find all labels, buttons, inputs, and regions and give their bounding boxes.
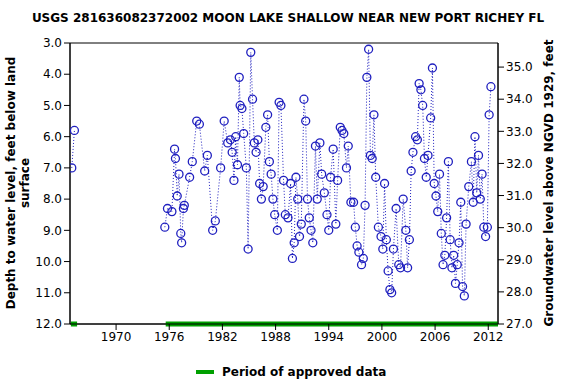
svg-text:1988: 1988 xyxy=(260,330,291,344)
svg-text:8.0: 8.0 xyxy=(43,192,62,206)
svg-text:2012: 2012 xyxy=(473,330,504,344)
svg-text:34.0: 34.0 xyxy=(506,92,533,106)
svg-text:28.0: 28.0 xyxy=(506,285,533,299)
svg-text:1976: 1976 xyxy=(154,330,185,344)
svg-text:27.0: 27.0 xyxy=(506,317,533,331)
svg-text:33.0: 33.0 xyxy=(506,125,533,139)
svg-text:32.0: 32.0 xyxy=(506,157,533,171)
svg-text:3.0: 3.0 xyxy=(43,36,62,50)
svg-text:10.0: 10.0 xyxy=(35,255,62,269)
svg-text:6.0: 6.0 xyxy=(43,130,62,144)
svg-text:Depth to water level, feet bel: Depth to water level, feet below land xyxy=(8,57,18,310)
svg-text:5.0: 5.0 xyxy=(43,99,62,113)
svg-text:Groundwater level above NGVD 1: Groundwater level above NGVD 1929, feet xyxy=(542,39,556,326)
svg-text:1970: 1970 xyxy=(101,330,132,344)
svg-text:35.0: 35.0 xyxy=(506,60,533,74)
svg-text:7.0: 7.0 xyxy=(43,161,62,175)
svg-text:12.0: 12.0 xyxy=(35,317,62,331)
svg-text:USGS 281636082372002 MOON LAKE: USGS 281636082372002 MOON LAKE SHALLOW N… xyxy=(32,11,545,25)
svg-text:11.0: 11.0 xyxy=(35,286,62,300)
svg-text:31.0: 31.0 xyxy=(506,189,533,203)
svg-text:2006: 2006 xyxy=(420,330,451,344)
svg-text:4.0: 4.0 xyxy=(43,67,62,81)
svg-text:1994: 1994 xyxy=(313,330,344,344)
svg-text:surface: surface xyxy=(18,158,32,208)
svg-text:Period of approved data: Period of approved data xyxy=(222,365,386,379)
svg-text:9.0: 9.0 xyxy=(43,224,62,238)
svg-text:29.0: 29.0 xyxy=(506,253,533,267)
svg-text:2000: 2000 xyxy=(367,330,398,344)
svg-text:30.0: 30.0 xyxy=(506,221,533,235)
svg-text:1982: 1982 xyxy=(207,330,238,344)
